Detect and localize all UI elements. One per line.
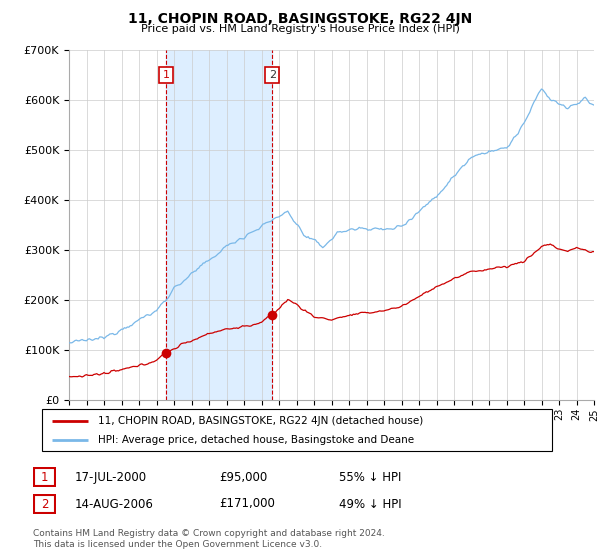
Text: £171,000: £171,000 [219, 497, 275, 511]
FancyBboxPatch shape [34, 468, 55, 486]
Text: 11, CHOPIN ROAD, BASINGSTOKE, RG22 4JN (detached house): 11, CHOPIN ROAD, BASINGSTOKE, RG22 4JN (… [98, 416, 424, 426]
Text: 2: 2 [269, 70, 276, 80]
Text: Contains HM Land Registry data © Crown copyright and database right 2024.
This d: Contains HM Land Registry data © Crown c… [33, 529, 385, 549]
Text: 1: 1 [41, 470, 48, 484]
Text: 55% ↓ HPI: 55% ↓ HPI [339, 470, 401, 484]
Text: 2: 2 [41, 497, 48, 511]
Text: 11, CHOPIN ROAD, BASINGSTOKE, RG22 4JN: 11, CHOPIN ROAD, BASINGSTOKE, RG22 4JN [128, 12, 472, 26]
FancyBboxPatch shape [42, 409, 552, 451]
Text: 17-JUL-2000: 17-JUL-2000 [75, 470, 147, 484]
Text: £95,000: £95,000 [219, 470, 267, 484]
Text: HPI: Average price, detached house, Basingstoke and Deane: HPI: Average price, detached house, Basi… [98, 435, 414, 445]
Text: Price paid vs. HM Land Registry's House Price Index (HPI): Price paid vs. HM Land Registry's House … [140, 24, 460, 34]
Bar [166, 50, 272, 400]
FancyBboxPatch shape [34, 495, 55, 513]
Text: 49% ↓ HPI: 49% ↓ HPI [339, 497, 401, 511]
Text: 1: 1 [163, 70, 169, 80]
Text: 14-AUG-2006: 14-AUG-2006 [75, 497, 154, 511]
